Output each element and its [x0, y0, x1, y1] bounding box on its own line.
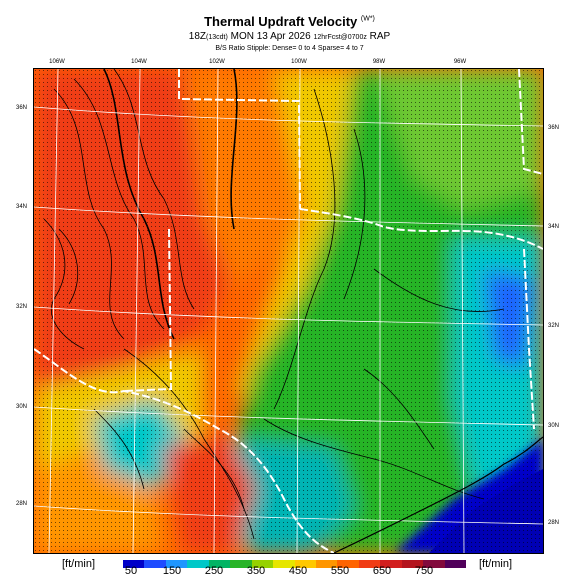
contour-line [113, 69, 195, 310]
colorbar-label: 450 [288, 565, 308, 577]
colorbar-unit-left: [ft/min] [62, 558, 96, 570]
contour-line [273, 88, 336, 410]
map-canvas [34, 69, 543, 553]
subtitle: 18Z(13cdt) MON 13 Apr 2026 12hrFcst@0700… [0, 31, 579, 42]
border-ok-ar [518, 69, 543, 175]
colorbar-swatch [380, 560, 402, 568]
lat-label: 30N [16, 404, 28, 410]
lat-label: 28N [16, 501, 28, 507]
lon-label: 100W [291, 59, 307, 65]
contour-line [123, 348, 255, 540]
lat-label: 36N [548, 125, 560, 131]
lon-label: 96W [453, 59, 467, 65]
grid-parallel [34, 406, 543, 426]
colorbar-swatch [208, 560, 231, 568]
colorbar-swatch [358, 560, 381, 568]
lat-label: 30N [548, 423, 560, 429]
grid-meridian [48, 69, 59, 553]
border-tx-nm [178, 69, 301, 210]
model-name: RAP [369, 31, 391, 42]
lat-label: 34N [548, 224, 560, 230]
border-rio-grande [34, 348, 335, 553]
title: Thermal Updraft Velocity (W*) [0, 14, 579, 29]
border-tx-la [523, 248, 535, 430]
colorbar-label: 550 [330, 565, 350, 577]
colorbar-swatch [144, 560, 166, 568]
colorbar-swatch [315, 560, 338, 568]
lon-label: 102W [209, 59, 225, 65]
grid-meridian [132, 69, 141, 553]
colorbar [123, 560, 466, 568]
coastline [333, 436, 543, 553]
contour-line-major [103, 69, 175, 340]
major-contours [103, 69, 238, 340]
lat-label: 32N [548, 323, 560, 329]
contour-line-major [230, 69, 238, 230]
colorbar-swatch [423, 560, 445, 568]
grid-parallel [34, 505, 543, 525]
contour-line [58, 228, 79, 305]
terrain-contours [43, 69, 505, 540]
lon-label: 104W [131, 59, 147, 65]
grid-meridian [460, 69, 465, 553]
colorbar-label: 150 [162, 565, 182, 577]
contour-line [183, 428, 245, 510]
lat-label: 36N [16, 105, 28, 111]
colorbar-swatch [273, 560, 295, 568]
lon-label: 98W [372, 59, 386, 65]
grid-parallel [34, 106, 543, 127]
lat-label: 28N [548, 520, 560, 526]
colorbar-swatch [165, 560, 188, 568]
colorbar-label: 50 [124, 565, 138, 577]
colorbar-swatch [401, 560, 424, 568]
grid-parallel [34, 306, 543, 326]
colorbar-label: 650 [372, 565, 392, 577]
title-unit: (W*) [360, 15, 375, 23]
contour-line [73, 78, 165, 330]
colorbar-swatch [251, 560, 274, 568]
lat-label: 32N [16, 304, 28, 310]
colorbar-swatch [230, 560, 252, 568]
valid-hour: 18Z [188, 31, 207, 42]
contour-line [373, 268, 505, 312]
local-time: (13cdt) [206, 34, 228, 41]
colorbar-label: 350 [246, 565, 266, 577]
grid-meridian [213, 69, 219, 553]
grid-parallel [34, 206, 543, 227]
lat-label: 34N [16, 204, 28, 210]
lon-label: 106W [49, 59, 65, 65]
state-borders [34, 69, 543, 553]
lat-lon-grid [34, 69, 543, 553]
border-ok-tx [299, 208, 543, 250]
valid-date: MON 13 Apr 2026 [230, 31, 311, 42]
forecast-hour: 12hrFcst@0700z [313, 34, 367, 41]
colorbar-label: 250 [204, 565, 224, 577]
contour-line [93, 408, 145, 490]
contour-line [53, 88, 125, 340]
stipple-note: B/S Ratio Stipple: Dense= 0 to 4 Sparse=… [215, 45, 364, 52]
colorbar-swatch [337, 560, 359, 568]
colorbar-swatch [123, 560, 145, 568]
contour-line [263, 418, 485, 500]
stipple-overlay [34, 69, 543, 553]
border-tx-nm-west [123, 228, 173, 392]
contour-line [343, 128, 366, 300]
colorbar-swatch [294, 560, 316, 568]
map-panel [33, 68, 544, 554]
title-text: Thermal Updraft Velocity [204, 14, 358, 29]
colorbar-unit-right: [ft/min] [479, 558, 513, 570]
colorbar-label: 750 [414, 565, 434, 577]
colorbar-swatch [187, 560, 209, 568]
contour-line [363, 368, 435, 450]
colorbar-swatch [444, 560, 466, 568]
